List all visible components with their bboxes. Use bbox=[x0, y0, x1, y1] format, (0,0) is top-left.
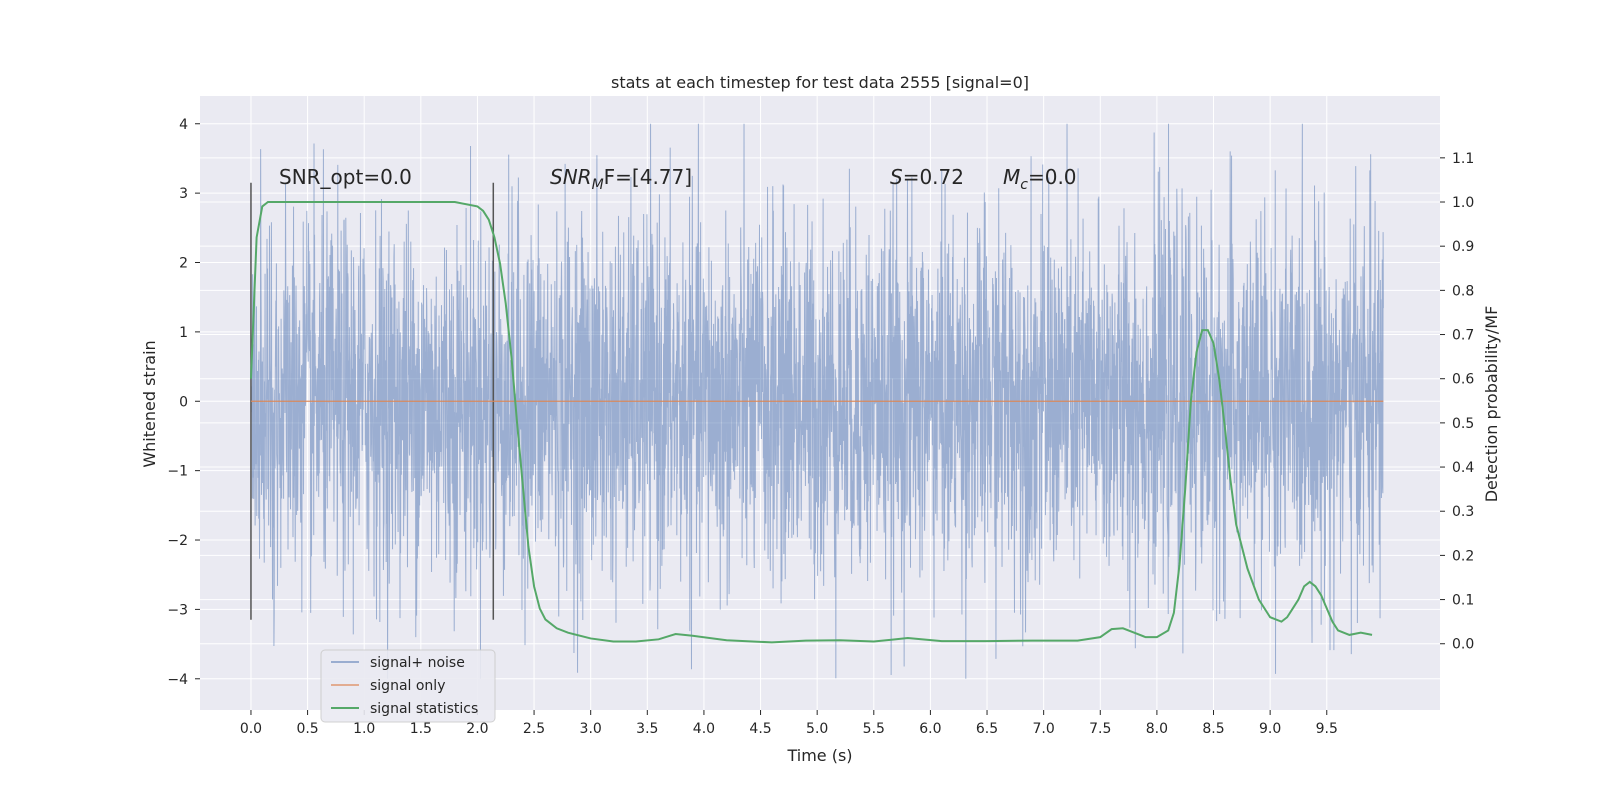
y-tick-label-0: 4 bbox=[179, 117, 188, 133]
y-tick-label-8: −4 bbox=[167, 672, 188, 688]
y-tick-label-7: −3 bbox=[167, 602, 188, 618]
s-var: S bbox=[890, 165, 903, 189]
y2-axis-label: Detection probability/MF bbox=[1482, 306, 1501, 503]
y-tick-label-6: −2 bbox=[167, 533, 188, 549]
signal-noise-series bbox=[250, 123, 1384, 679]
annotation-mc: Mc=0.0 bbox=[1003, 165, 1077, 193]
y2-tick-label-2: 0.9 bbox=[1452, 239, 1474, 255]
legend-label-statistics: signal statistics bbox=[370, 701, 478, 717]
x-tick-label-10: 5.0 bbox=[806, 721, 828, 737]
signal-noise-line bbox=[250, 123, 1384, 679]
y2-tick-label-0: 1.1 bbox=[1452, 151, 1474, 167]
signal-statistics-line bbox=[249, 201, 1373, 644]
annotation-s: S=0.72 bbox=[890, 165, 964, 189]
y2-tick-label-6: 0.5 bbox=[1452, 416, 1474, 432]
x-tick-label-4: 2.0 bbox=[466, 721, 488, 737]
y-tick-label-2: 2 bbox=[179, 256, 188, 272]
x-tick-label-14: 7.0 bbox=[1033, 721, 1055, 737]
x-tick-label-7: 3.5 bbox=[636, 721, 658, 737]
snr-mf-rest: F=[4.77] bbox=[604, 165, 692, 189]
y2-tick-label-8: 0.3 bbox=[1452, 504, 1474, 520]
y-axis-ticks: 4 3 2 1 0 −1 −2 −3 −4 bbox=[167, 117, 200, 688]
x-tick-label-12: 6.0 bbox=[919, 721, 941, 737]
y2-tick-label-5: 0.6 bbox=[1452, 372, 1474, 388]
mc-rest: =0.0 bbox=[1028, 165, 1077, 189]
x-tick-label-15: 7.5 bbox=[1089, 721, 1111, 737]
s-rest: =0.72 bbox=[903, 165, 964, 189]
y-tick-label-1: 3 bbox=[179, 186, 188, 202]
y-axis-label: Whitened strain bbox=[140, 340, 159, 467]
y2-tick-label-10: 0.1 bbox=[1452, 593, 1474, 609]
legend-label-signal-only: signal only bbox=[370, 678, 445, 694]
legend: signal+ noise signal only signal statist… bbox=[320, 649, 496, 723]
y2-tick-label-11: 0.0 bbox=[1452, 637, 1474, 653]
x-tick-label-8: 4.0 bbox=[693, 721, 715, 737]
y2-tick-label-1: 1.0 bbox=[1452, 195, 1474, 211]
x-tick-label-3: 1.5 bbox=[410, 721, 432, 737]
chart-title: stats at each timestep for test data 255… bbox=[611, 73, 1029, 92]
y-tick-label-5: −1 bbox=[167, 464, 188, 480]
y2-tick-label-3: 0.8 bbox=[1452, 283, 1474, 299]
y-tick-label-4: 0 bbox=[179, 394, 188, 410]
snr-mf-base: SNR bbox=[550, 165, 592, 189]
legend-box bbox=[320, 649, 496, 723]
mc-var: M bbox=[1003, 165, 1020, 189]
x-axis-label: Time (s) bbox=[786, 746, 852, 765]
x-tick-label-16: 8.0 bbox=[1146, 721, 1168, 737]
x-tick-label-11: 5.5 bbox=[863, 721, 885, 737]
x-tick-label-19: 9.5 bbox=[1316, 721, 1338, 737]
annotation-snr-opt: SNR_opt=0.0 bbox=[279, 165, 412, 189]
y2-axis-ticks: 1.1 1.0 0.9 0.8 0.7 0.6 0.5 0.4 0.3 0.2 0.1 0.0 bbox=[1440, 151, 1474, 653]
y2-tick-label-9: 0.2 bbox=[1452, 548, 1474, 564]
legend-label-signal-noise: signal+ noise bbox=[370, 655, 465, 671]
x-tick-label-1: 0.5 bbox=[296, 721, 318, 737]
x-tick-label-2: 1.0 bbox=[353, 721, 375, 737]
snr-mf-sub: M bbox=[592, 177, 604, 193]
annotation-snr-mf: SNRMF=[4.77] bbox=[550, 165, 692, 193]
x-tick-label-9: 4.5 bbox=[749, 721, 771, 737]
y2-tick-label-7: 0.4 bbox=[1452, 460, 1474, 476]
x-tick-label-13: 6.5 bbox=[976, 721, 998, 737]
x-tick-label-17: 8.5 bbox=[1202, 721, 1224, 737]
y2-tick-label-4: 0.7 bbox=[1452, 328, 1474, 344]
x-tick-label-6: 3.0 bbox=[580, 721, 602, 737]
x-tick-label-5: 2.5 bbox=[523, 721, 545, 737]
x-tick-label-0: 0.0 bbox=[240, 721, 262, 737]
y-tick-label-3: 1 bbox=[179, 325, 188, 341]
mc-sub: c bbox=[1020, 177, 1028, 193]
x-axis-ticks: 0.0 0.5 1.0 1.5 2.0 2.5 3.0 3.5 4.0 4.5 5.0 5.5 6.0 6… bbox=[240, 710, 1338, 737]
x-tick-label-18: 9.0 bbox=[1259, 721, 1281, 737]
